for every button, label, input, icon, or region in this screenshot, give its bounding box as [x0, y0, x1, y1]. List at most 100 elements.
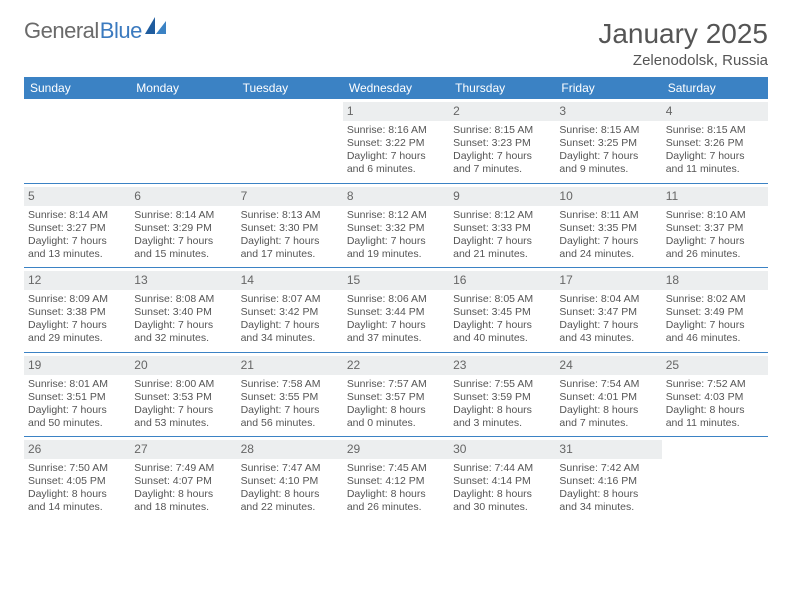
- sunset-text: Sunset: 3:35 PM: [559, 222, 657, 235]
- day-details: Sunrise: 7:52 AMSunset: 4:03 PMDaylight:…: [666, 378, 764, 431]
- daylight-text: Daylight: 8 hours and 7 minutes.: [559, 404, 657, 430]
- day-number: 10: [555, 187, 661, 206]
- day-details: Sunrise: 8:08 AMSunset: 3:40 PMDaylight:…: [134, 293, 232, 346]
- sunrise-text: Sunrise: 7:42 AM: [559, 462, 657, 475]
- day-header: Tuesday: [237, 77, 343, 99]
- day-number: 26: [24, 440, 130, 459]
- day-details: Sunrise: 8:11 AMSunset: 3:35 PMDaylight:…: [559, 209, 657, 262]
- calendar-week: 26 Sunrise: 7:50 AMSunset: 4:05 PM Dayligh…: [24, 436, 768, 521]
- day-number: 12: [24, 271, 130, 290]
- daylight-text: Daylight: 7 hours and 11 minutes.: [666, 150, 764, 176]
- day-details: Sunrise: 7:49 AMSunset: 4:07 PMDaylight:…: [134, 462, 232, 515]
- daylight-text: Daylight: 8 hours and 26 minutes.: [347, 488, 445, 514]
- sunset-text: Sunset: 4:14 PM: [453, 475, 551, 488]
- calendar-week: 12 Sunrise: 8:09 AMSunset: 3:38 PMDayligh…: [24, 267, 768, 352]
- calendar-week: ...1Sunrise: 8:16 AMSunset: 3:22 PMDayli…: [24, 99, 768, 183]
- calendar-cell: 16 Sunrise: 8:05 AMSunset: 3:45 PMDayligh…: [449, 268, 555, 352]
- day-header: Sunday: [24, 77, 130, 99]
- brand-general: General: [24, 18, 99, 44]
- daylight-text: Daylight: 7 hours and 15 minutes.: [134, 235, 232, 261]
- day-details: Sunrise: 8:14 AMSunset: 3:29 PMDaylight:…: [134, 209, 232, 262]
- day-number: 17: [555, 271, 661, 290]
- calendar-cell: 30Sunrise: 7:44 AMSunset: 4:14 PMDayligh…: [449, 437, 555, 521]
- sunrise-text: Sunrise: 8:12 AM: [347, 209, 445, 222]
- day-details: Sunrise: 8:04 AMSunset: 3:47 PMDaylight:…: [559, 293, 657, 346]
- day-number: 8: [343, 187, 449, 206]
- calendar-cell: 25Sunrise: 7:52 AMSunset: 4:03 PMDayligh…: [662, 353, 768, 437]
- day-details: Sunrise: 8:10 AMSunset: 3:37 PMDaylight:…: [666, 209, 764, 262]
- day-number: 29: [343, 440, 449, 459]
- calendar-cell: 10 Sunrise: 8:11 AMSunset: 3:35 PMDayligh…: [555, 184, 661, 268]
- sunrise-text: Sunrise: 7:50 AM: [28, 462, 126, 475]
- calendar-cell: .: [237, 99, 343, 183]
- sunrise-text: Sunrise: 7:54 AM: [559, 378, 657, 391]
- sunset-text: Sunset: 3:33 PM: [453, 222, 551, 235]
- day-number: 16: [449, 271, 555, 290]
- sunrise-text: Sunrise: 7:58 AM: [241, 378, 339, 391]
- day-details: Sunrise: 7:57 AMSunset: 3:57 PMDaylight:…: [347, 378, 445, 431]
- day-number: 1: [343, 102, 449, 121]
- calendar-cell: 27Sunrise: 7:49 AMSunset: 4:07 PMDayligh…: [130, 437, 236, 521]
- sunset-text: Sunset: 3:25 PM: [559, 137, 657, 150]
- calendar-cell: 3Sunrise: 8:15 AMSunset: 3:25 PMDaylight…: [555, 99, 661, 183]
- sunset-text: Sunset: 4:01 PM: [559, 391, 657, 404]
- brand-blue: Blue: [100, 18, 142, 44]
- calendar-cell: 23Sunrise: 7:55 AMSunset: 3:59 PMDayligh…: [449, 353, 555, 437]
- day-number: 5: [24, 187, 130, 206]
- day-number: 28: [237, 440, 343, 459]
- day-number: 18: [662, 271, 768, 290]
- sunset-text: Sunset: 3:32 PM: [347, 222, 445, 235]
- sunrise-text: Sunrise: 8:12 AM: [453, 209, 551, 222]
- calendar-cell: 28 Sunrise: 7:47 AMSunset: 4:10 PMDayligh…: [237, 437, 343, 521]
- day-details: Sunrise: 7:42 AMSunset: 4:16 PMDaylight:…: [559, 462, 657, 515]
- day-number: 20: [130, 356, 236, 375]
- calendar-cell: 17 Sunrise: 8:04 AMSunset: 3:47 PMDayligh…: [555, 268, 661, 352]
- sunrise-text: Sunrise: 8:00 AM: [134, 378, 232, 391]
- calendar-cell: 21Sunrise: 7:58 AMSunset: 3:55 PMDayligh…: [237, 353, 343, 437]
- daylight-text: Daylight: 7 hours and 53 minutes.: [134, 404, 232, 430]
- calendar: Sunday Monday Tuesday Wednesday Thursday…: [24, 77, 768, 521]
- sunset-text: Sunset: 3:27 PM: [28, 222, 126, 235]
- sunset-text: Sunset: 4:16 PM: [559, 475, 657, 488]
- page-title: January 2025: [598, 18, 768, 50]
- sunset-text: Sunset: 3:47 PM: [559, 306, 657, 319]
- daylight-text: Daylight: 7 hours and 29 minutes.: [28, 319, 126, 345]
- calendar-cell: 4Sunrise: 8:15 AMSunset: 3:26 PMDaylight…: [662, 99, 768, 183]
- calendar-cell: 14Sunrise: 8:07 AMSunset: 3:42 PMDayligh…: [237, 268, 343, 352]
- daylight-text: Daylight: 8 hours and 3 minutes.: [453, 404, 551, 430]
- title-block: January 2025 Zelenodolsk, Russia: [598, 18, 768, 69]
- sunrise-text: Sunrise: 8:04 AM: [559, 293, 657, 306]
- sunrise-text: Sunrise: 8:14 AM: [134, 209, 232, 222]
- day-details: Sunrise: 8:09 AMSunset: 3:38 PMDaylight:…: [28, 293, 126, 346]
- day-details: Sunrise: 8:05 AMSunset: 3:45 PMDaylight:…: [453, 293, 551, 346]
- daylight-text: Daylight: 7 hours and 26 minutes.: [666, 235, 764, 261]
- day-header: Thursday: [449, 77, 555, 99]
- day-details: Sunrise: 7:58 AMSunset: 3:55 PMDaylight:…: [241, 378, 339, 431]
- daylight-text: Daylight: 8 hours and 30 minutes.: [453, 488, 551, 514]
- day-details: Sunrise: 7:54 AMSunset: 4:01 PMDaylight:…: [559, 378, 657, 431]
- calendar-cell: 15Sunrise: 8:06 AMSunset: 3:44 PMDayligh…: [343, 268, 449, 352]
- day-details: Sunrise: 8:02 AMSunset: 3:49 PMDaylight:…: [666, 293, 764, 346]
- sunset-text: Sunset: 4:05 PM: [28, 475, 126, 488]
- sunset-text: Sunset: 3:22 PM: [347, 137, 445, 150]
- day-header: Monday: [130, 77, 236, 99]
- calendar-cell: 6 Sunrise: 8:14 AMSunset: 3:29 PMDaylight…: [130, 184, 236, 268]
- sunrise-text: Sunrise: 8:09 AM: [28, 293, 126, 306]
- calendar-cell: 13Sunrise: 8:08 AMSunset: 3:40 PMDayligh…: [130, 268, 236, 352]
- daylight-text: Daylight: 8 hours and 11 minutes.: [666, 404, 764, 430]
- day-header: Wednesday: [343, 77, 449, 99]
- sunrise-text: Sunrise: 8:07 AM: [241, 293, 339, 306]
- sunset-text: Sunset: 4:03 PM: [666, 391, 764, 404]
- day-number: 22: [343, 356, 449, 375]
- calendar-cell: 1Sunrise: 8:16 AMSunset: 3:22 PMDaylight…: [343, 99, 449, 183]
- sunset-text: Sunset: 3:29 PM: [134, 222, 232, 235]
- sunset-text: Sunset: 3:23 PM: [453, 137, 551, 150]
- day-number: 7: [237, 187, 343, 206]
- sunrise-text: Sunrise: 8:01 AM: [28, 378, 126, 391]
- calendar-cell: 8Sunrise: 8:12 AMSunset: 3:32 PMDaylight…: [343, 184, 449, 268]
- day-number: 6: [130, 187, 236, 206]
- day-details: Sunrise: 8:15 AMSunset: 3:23 PMDaylight:…: [453, 124, 551, 177]
- calendar-cell: .: [130, 99, 236, 183]
- day-details: Sunrise: 7:47 AMSunset: 4:10 PMDaylight:…: [241, 462, 339, 515]
- day-details: Sunrise: 8:15 AMSunset: 3:26 PMDaylight:…: [666, 124, 764, 177]
